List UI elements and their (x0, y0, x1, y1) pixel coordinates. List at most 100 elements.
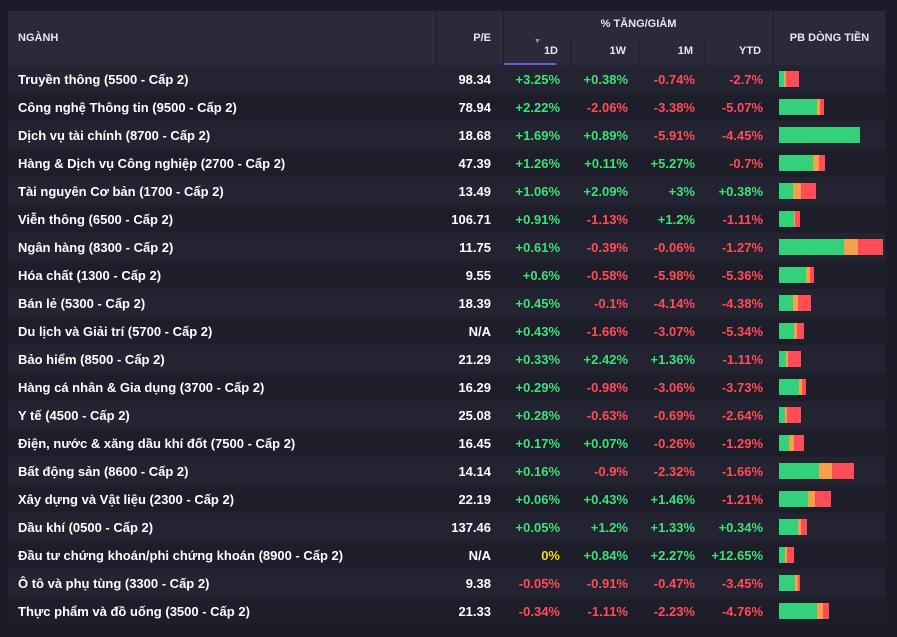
pe-value: 18.68 (436, 121, 503, 149)
change-1m: -5.91% (638, 121, 705, 149)
pb-flow-bar (779, 211, 885, 227)
sector-name: Điện, nước & xăng dầu khí đốt (7500 - Cấ… (8, 429, 436, 457)
change-1d: +0.28% (503, 401, 570, 429)
sector-name: Truyền thông (5500 - Cấp 2) (8, 65, 436, 93)
table-row[interactable]: Y tế (4500 - Cấp 2) 25.08 +0.28% -0.63% -0.6… (8, 401, 886, 429)
change-1w: -1.11% (570, 597, 638, 625)
pb-segment-green (779, 211, 795, 227)
sector-name: Đầu tư chứng khoán/phi chứng khoán (8900… (8, 541, 436, 569)
table-row[interactable]: Tài nguyên Cơ bản (1700 - Cấp 2) 13.49 +1.… (8, 177, 886, 205)
sector-name: Ngân hàng (8300 - Cấp 2) (8, 233, 436, 261)
table-row[interactable]: Ngân hàng (8300 - Cấp 2) 11.75 +0.61% -0.39… (8, 233, 886, 261)
change-1d: +0.16% (503, 457, 570, 485)
pe-value: 137.46 (436, 513, 503, 541)
sector-name: Bán lẻ (5300 - Cấp 2) (8, 289, 436, 317)
table-row[interactable]: Ô tô và phụ tùng (3300 - Cấp 2) 9.38 -0.05… (8, 569, 886, 597)
change-1d: +1.26% (503, 149, 570, 177)
header-pb-flow[interactable]: PB DÒNG TIỀN (773, 11, 886, 65)
sector-name: Ô tô và phụ tùng (3300 - Cấp 2) (8, 569, 436, 597)
table-row[interactable]: Viễn thông (6500 - Cấp 2) 106.71 +0.91% -1.… (8, 205, 886, 233)
pe-value: N/A (436, 541, 503, 569)
pb-segment-orange (793, 295, 799, 311)
change-1w: +0.38% (570, 65, 638, 93)
header-ytd[interactable]: YTD (705, 37, 774, 65)
table-row[interactable]: Bảo hiểm (8500 - Cấp 2) 21.29 +0.33% +2.42%… (8, 345, 886, 373)
table-row[interactable]: Bán lẻ (5300 - Cấp 2) 18.39 +0.45% -0.1% -4.… (8, 289, 886, 317)
table-row[interactable]: Du lịch và Giải trí (5700 - Cấp 2) N/A +0.… (8, 317, 886, 345)
pb-segment-red (823, 603, 830, 619)
header-1w[interactable]: 1W (570, 37, 638, 65)
pb-flow-bar (779, 71, 885, 87)
pe-value: 22.19 (436, 485, 503, 513)
table-row[interactable]: Hàng cá nhân & Gia dụng (3700 - Cấp 2) 16… (8, 373, 886, 401)
table-row[interactable]: Đầu tư chứng khoán/phi chứng khoán (8900… (8, 541, 886, 569)
pb-segment-red (788, 351, 802, 367)
sector-name: Công nghệ Thông tin (9500 - Cấp 2) (8, 93, 436, 121)
pe-value: 47.39 (436, 149, 503, 177)
pb-flow-bar (779, 575, 885, 591)
pe-value: 78.94 (436, 93, 503, 121)
change-1m: -0.47% (638, 569, 705, 597)
pb-segment-green (779, 435, 790, 451)
pb-segment-green (779, 463, 820, 479)
header-1d-label: 1D (543, 45, 558, 58)
change-1w: +0.11% (570, 149, 638, 177)
header-1d[interactable]: ▼ 1D (503, 37, 570, 65)
pb-segment-green (779, 407, 786, 423)
pb-flow-cell (773, 177, 886, 205)
header-pe[interactable]: P/E (436, 11, 503, 65)
pb-flow-bar (779, 267, 885, 283)
pb-segment-red (815, 491, 832, 507)
pb-segment-orange (817, 603, 824, 619)
pe-value: 9.38 (436, 569, 503, 597)
pb-segment-orange (786, 351, 789, 367)
table-row[interactable]: Truyền thông (5500 - Cấp 2) 98.34 +3.25% +0… (8, 65, 886, 93)
table-row[interactable]: Công nghệ Thông tin (9500 - Cấp 2) 78.94 +… (8, 93, 886, 121)
table-row[interactable]: Dịch vụ tài chính (8700 - Cấp 2) 18.68 +1.… (8, 121, 886, 149)
change-1w: -1.13% (570, 205, 638, 233)
pb-segment-red (819, 155, 826, 171)
change-1d: +0.06% (503, 485, 570, 513)
pb-flow-bar (779, 491, 885, 507)
header-sector[interactable]: NGÀNH (8, 11, 436, 65)
pb-flow-cell (773, 513, 886, 541)
change-1m: -5.98% (638, 261, 705, 289)
table-row[interactable]: Điện, nước & xăng dầu khí đốt (7500 - Cấ… (8, 429, 886, 457)
pb-flow-bar (779, 239, 885, 255)
sort-caret-icon: ▼ (534, 38, 541, 46)
pb-flow-bar (779, 379, 885, 395)
table-row[interactable]: Dầu khí (0500 - Cấp 2) 137.46 +0.05% +1.2% +… (8, 513, 886, 541)
pb-segment-red (810, 267, 815, 283)
table-row[interactable]: Bất động sản (8600 - Cấp 2) 14.14 +0.16% -0… (8, 457, 886, 485)
pb-segment-green (779, 323, 795, 339)
change-1d: +0.29% (503, 373, 570, 401)
change-1w: -2.06% (570, 93, 638, 121)
pb-flow-cell (773, 569, 886, 597)
pe-value: 106.71 (436, 205, 503, 233)
header-change-group: % TĂNG/GIẢM (503, 11, 774, 38)
change-1m: +1.2% (638, 205, 705, 233)
pb-flow-bar (779, 435, 885, 451)
table-row[interactable]: Xây dựng và Vật liệu (2300 - Cấp 2) 22.19… (8, 485, 886, 513)
change-1d: +0.33% (503, 345, 570, 373)
table-body: Truyền thông (5500 - Cấp 2) 98.34 +3.25% +0… (8, 65, 886, 625)
table-row[interactable]: Hàng & Dịch vụ Công nghiệp (2700 - Cấp 2… (8, 149, 886, 177)
change-1m: +5.27% (638, 149, 705, 177)
change-ytd: +12.65% (705, 541, 774, 569)
change-1d: +3.25% (503, 65, 570, 93)
pb-flow-bar (779, 547, 885, 563)
sector-name: Tài nguyên Cơ bản (1700 - Cấp 2) (8, 177, 436, 205)
change-1m: -3.07% (638, 317, 705, 345)
change-1m: -0.74% (638, 65, 705, 93)
sector-name: Bảo hiểm (8500 - Cấp 2) (8, 345, 436, 373)
table-row[interactable]: Thực phẩm và đồ uống (3500 - Cấp 2) 21.33… (8, 597, 886, 625)
header-1m[interactable]: 1M (638, 37, 705, 65)
pb-flow-cell (773, 93, 886, 121)
pe-value: 21.29 (436, 345, 503, 373)
table-row[interactable]: Hóa chất (1300 - Cấp 2) 9.55 +0.6% -0.58% -5… (8, 261, 886, 289)
change-1d: +1.69% (503, 121, 570, 149)
pb-segment-orange (795, 575, 799, 591)
pb-segment-orange (785, 407, 788, 423)
change-ytd: -1.29% (705, 429, 774, 457)
pb-segment-orange (806, 267, 811, 283)
